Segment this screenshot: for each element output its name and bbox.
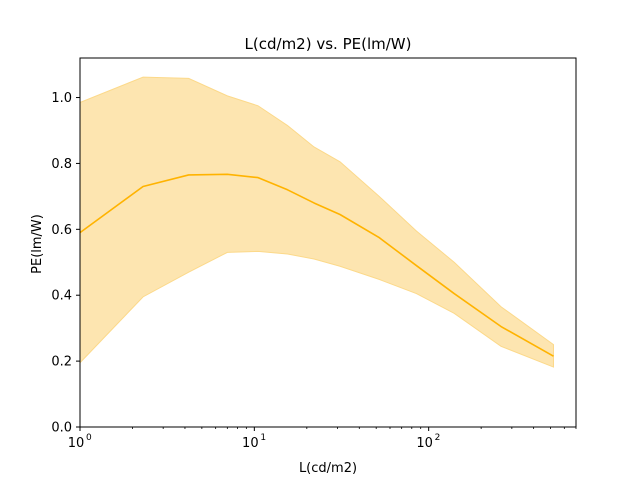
chart-title: L(cd/m2) vs. PE(lm/W)	[245, 35, 412, 53]
y-tick-label: 0.6	[51, 223, 72, 238]
x-tick-label-exponent: 2	[435, 433, 441, 443]
series-line-0	[79, 173, 554, 357]
y-tick-label: 0.4	[51, 289, 72, 304]
x-axis-label: L(cd/m2)	[299, 461, 357, 476]
y-tick-label: 0.8	[51, 157, 72, 172]
x-tick-label: 10	[68, 436, 85, 451]
y-tick-label: 0.0	[51, 421, 72, 436]
confidence-band-0	[79, 76, 554, 368]
y-tick-label: 1.0	[51, 91, 72, 106]
x-tick-label-exponent: 1	[260, 433, 266, 443]
plot-frame	[79, 57, 577, 428]
plot-area: 0.00.20.40.60.81.010 0 10 1 10 2	[51, 57, 577, 451]
x-tick-label: 10	[416, 436, 433, 451]
y-axis-label: PE(lm/W)	[30, 214, 45, 274]
x-tick-label: 10	[242, 436, 259, 451]
x-tick-label-exponent: 0	[86, 433, 92, 443]
y-tick-label: 0.2	[51, 355, 72, 370]
